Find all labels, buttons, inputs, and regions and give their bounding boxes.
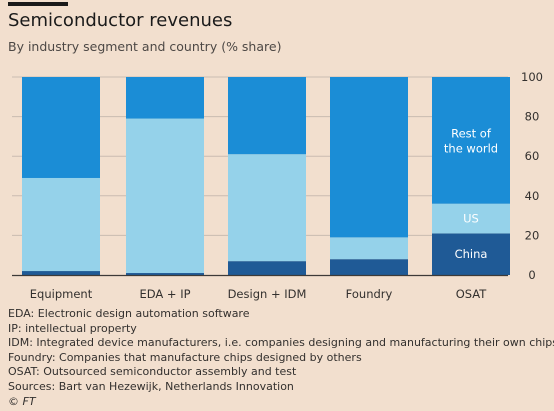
bar-segment-rest-of-world: [228, 77, 306, 155]
bar-segment-rest-of-world: [22, 77, 100, 178]
chart-notes: EDA: Electronic design automation softwa…: [8, 307, 554, 409]
label-us: US: [463, 212, 479, 226]
y-tick-label: 40: [525, 189, 540, 203]
note-foundry: Foundry: Companies that manufacture chip…: [8, 350, 362, 364]
bar-segment-china: [228, 261, 306, 275]
bar-segment-rest-of-world: [126, 77, 204, 119]
bar-segment-china: [22, 271, 100, 275]
label-china: China: [455, 247, 488, 261]
x-category-label: EDA + IP: [139, 287, 190, 301]
bar-segment-us: [126, 118, 204, 274]
stacked-bar-chart: 0 20 40 60 80 100 Equipment EDA + IP Design + ID…: [12, 70, 543, 301]
bar-segment-china: [432, 233, 510, 275]
ft-credit: © FT: [8, 395, 554, 410]
top-rule: [8, 2, 68, 6]
bar-segment-us: [22, 177, 100, 272]
x-category-label: OSAT: [456, 287, 488, 301]
chart-subtitle: By industry segment and country (% share…: [8, 39, 282, 54]
note-idm: IDM: Integrated device manufacturers, i.…: [8, 336, 554, 350]
x-category-label: Design + IDM: [228, 287, 307, 301]
bar-segment-us: [228, 154, 306, 262]
note-ip: IP: intellectual property: [8, 321, 137, 335]
ft-logo: FT: [22, 394, 36, 408]
x-category-label: Foundry: [346, 287, 393, 301]
y-tick-label: 100: [521, 70, 543, 84]
bar-segment-china: [330, 259, 408, 275]
note-sources: Sources: Bart van Hezewijk, Netherlands …: [8, 379, 294, 393]
copyright-symbol: ©: [8, 394, 19, 408]
bar-segment-china: [126, 273, 204, 275]
bar-segment-rest-of-world: [432, 77, 510, 204]
y-tick-label: 60: [525, 149, 540, 163]
chart-title: Semiconductor revenues: [8, 10, 233, 31]
bar-segment-us: [330, 237, 408, 260]
bar-segment-us: [432, 203, 510, 234]
x-category-label: Equipment: [30, 287, 93, 301]
y-tick-label: 20: [525, 228, 540, 242]
y-tick-label: 0: [528, 268, 535, 282]
note-eda: EDA: Electronic design automation softwa…: [8, 307, 250, 320]
label-rest-of-world-line1: Rest of: [451, 126, 492, 140]
y-tick-label: 80: [525, 110, 540, 124]
note-osat: OSAT: Outsourced semiconductor assembly …: [8, 365, 297, 379]
bar-segment-rest-of-world: [330, 77, 408, 238]
label-rest-of-world-line2: the world: [444, 141, 498, 155]
